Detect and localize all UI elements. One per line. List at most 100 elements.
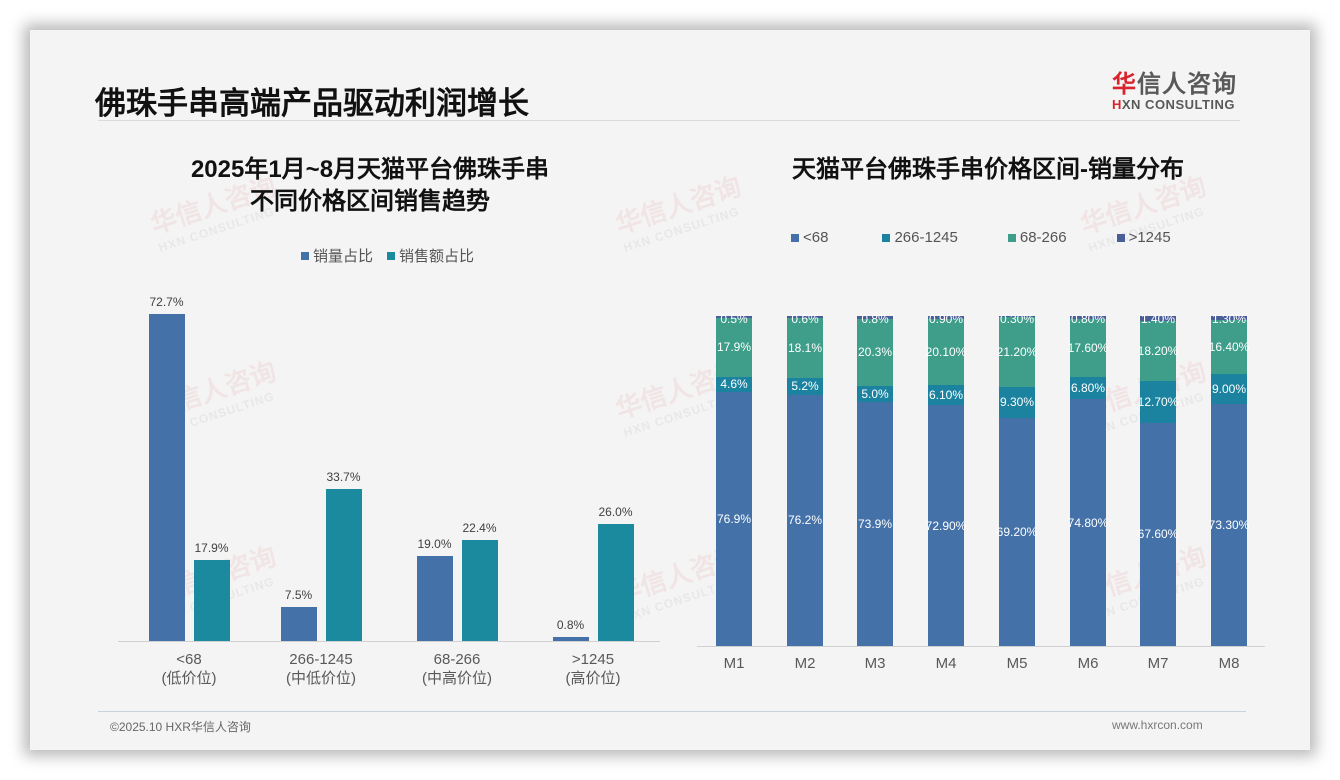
segment-value-label: 9.30% [999, 395, 1035, 410]
bar-value-label: 0.8% [556, 618, 585, 633]
footer-divider [98, 711, 1246, 712]
segment-value-label: 0.80% [1070, 312, 1106, 326]
legend-swatch [882, 233, 891, 242]
seg-lt68 [1140, 422, 1176, 646]
bar-value-label: 17.9% [194, 541, 229, 556]
bar-value-label: 72.7% [149, 295, 184, 309]
legend-swatch [1116, 233, 1125, 242]
segment-value-label: 0.6% [791, 312, 819, 326]
seg-266-1245 [787, 377, 823, 395]
seg-lt68 [999, 417, 1035, 646]
segment-value-label: 17.9% [716, 340, 752, 355]
bar-value-label: 26.0% [598, 505, 633, 520]
bar-sales-volume [416, 555, 453, 641]
title-divider [98, 120, 1240, 121]
x-axis-category-label: >1245 (高价位) [565, 651, 621, 687]
seg-266-1245 [928, 385, 964, 406]
segment-value-label: 12.70% [1137, 394, 1179, 409]
x-axis-month-label: M8 [1218, 655, 1240, 672]
segment-value-label: 76.9% [716, 511, 752, 526]
seg-lt68 [857, 402, 893, 646]
seg-lt68 [928, 405, 964, 646]
seg-68-266 [1211, 320, 1247, 375]
segment-value-label: 76.2% [787, 513, 823, 528]
segment-value-label: 0.30% [999, 312, 1035, 326]
seg-68-266 [928, 318, 964, 386]
segment-value-label: 5.0% [861, 386, 889, 401]
seg-266-1245 [716, 376, 752, 392]
bar-sales-amount [325, 489, 362, 641]
legend-item-gt1245: >1245 [1116, 229, 1171, 246]
segment-value-label: 74.80% [1067, 515, 1109, 530]
seg-266-1245 [1211, 374, 1247, 405]
logo-en: HXN CONSULTING [1112, 97, 1236, 112]
segment-value-label: 0.5% [720, 312, 748, 326]
bar-sales-amount [461, 540, 498, 641]
x-axis-category-label: <68 (低价位) [161, 651, 217, 687]
slide [30, 30, 1310, 750]
left-chart-x-axis [118, 641, 660, 642]
x-axis-category-label: 68-266 (中高价位) [422, 651, 492, 687]
segment-value-label: 69.20% [996, 524, 1038, 539]
x-axis-category-label: 266-1245 (中低价位) [286, 651, 356, 687]
segment-value-label: 0.8% [861, 312, 889, 326]
segment-value-label: 18.20% [1137, 343, 1179, 358]
seg-68-266 [1140, 320, 1176, 381]
segment-value-label: 16.40% [1208, 340, 1250, 355]
seg-266-1245 [1140, 380, 1176, 423]
seg-gt1245 [787, 316, 823, 318]
seg-68-266 [716, 317, 752, 377]
segment-value-label: 73.9% [857, 517, 893, 532]
segment-value-label: 17.60% [1067, 340, 1109, 355]
seg-266-1245 [1070, 376, 1106, 400]
seg-gt1245 [1211, 316, 1247, 321]
segment-value-label: 73.30% [1208, 518, 1250, 533]
seg-lt68 [787, 394, 823, 646]
bar-value-label: 7.5% [284, 588, 313, 603]
legend-swatch [791, 233, 799, 242]
seg-lt68 [1070, 399, 1106, 646]
segment-value-label: 0.90% [928, 312, 964, 326]
segment-value-label: 18.1% [787, 340, 823, 355]
x-axis-month-label: M1 [723, 655, 745, 672]
logo-cn: 华信人咨询 [1112, 71, 1237, 98]
seg-gt1245 [857, 316, 893, 319]
segment-value-label: 6.80% [1070, 380, 1106, 395]
segment-value-label: 1.40% [1140, 312, 1176, 326]
seg-gt1245 [716, 316, 752, 318]
legend-item-68-266: 68-266 [1007, 229, 1067, 246]
segment-value-label: 67.60% [1137, 527, 1179, 542]
seg-266-1245 [999, 386, 1035, 418]
seg-lt68 [1211, 404, 1247, 646]
bar-sales-amount [193, 560, 230, 641]
right-chart-title: 天猫平台佛珠手串价格区间-销量分布 [792, 156, 1184, 183]
company-logo: 华信人咨询 HXN CONSULTING [1112, 64, 1242, 112]
x-axis-month-label: M4 [935, 655, 957, 672]
footer-website: www.hxrcon.com [1112, 718, 1203, 732]
bar-sales-volume [148, 314, 185, 641]
seg-gt1245 [1070, 316, 1106, 319]
bar-value-label: 19.0% [417, 536, 452, 551]
seg-68-266 [857, 318, 893, 386]
bar-value-label: 33.7% [326, 470, 361, 485]
footer-copyright: ©2025.10 HXR华信人咨询 [110, 720, 251, 734]
seg-68-266 [787, 317, 823, 378]
seg-gt1245 [999, 316, 1035, 317]
left-chart-legend: 销量占比 销售额占比 [301, 245, 474, 266]
segment-value-label: 20.3% [857, 345, 893, 360]
segment-value-label: 4.6% [720, 377, 748, 392]
x-axis-month-label: M7 [1147, 655, 1169, 672]
x-axis-month-label: M6 [1077, 655, 1099, 672]
legend-swatch [301, 251, 309, 260]
segment-value-label: 1.30% [1211, 312, 1247, 326]
segment-value-label: 9.00% [1211, 382, 1247, 397]
right-chart-x-axis [697, 646, 1265, 647]
legend-item-sales-amount: 销售额占比 [387, 245, 474, 266]
legend-swatch [1007, 233, 1016, 242]
bar-sales-volume [280, 607, 317, 641]
bar-sales-amount [597, 524, 634, 641]
legend-item-lt68: <68 [791, 229, 828, 246]
seg-266-1245 [857, 385, 893, 403]
bar-sales-volume [552, 637, 589, 641]
legend-item-266-1245: 266-1245 [882, 229, 958, 246]
